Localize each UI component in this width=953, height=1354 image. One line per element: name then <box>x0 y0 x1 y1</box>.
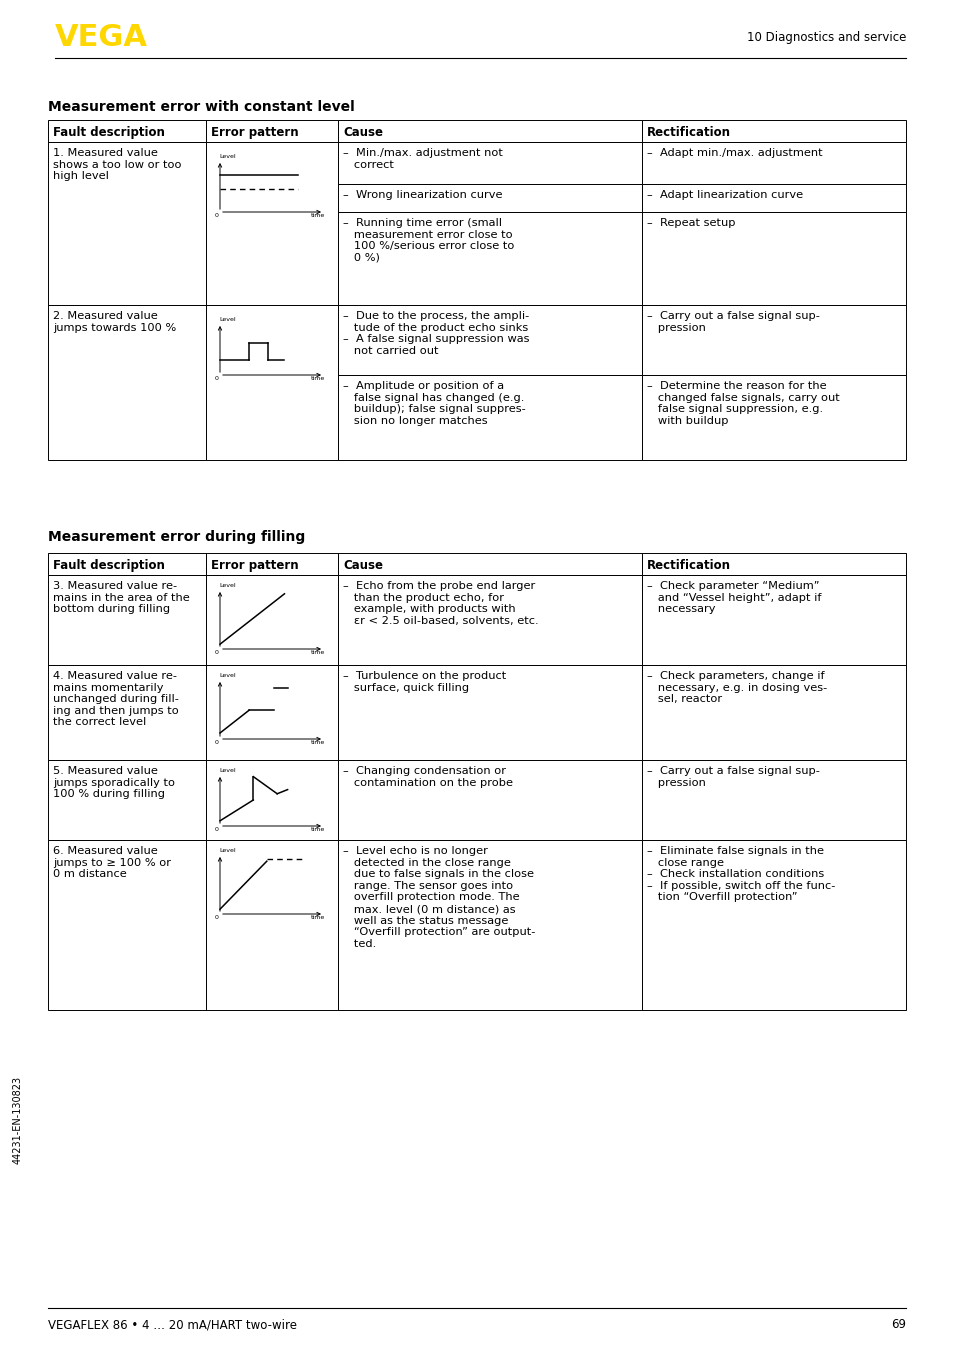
Bar <box>337 760 641 839</box>
Bar <box>337 184 641 213</box>
Bar <box>337 375 641 460</box>
Bar <box>641 839 905 1010</box>
Bar <box>206 121 337 142</box>
Text: time: time <box>311 741 325 745</box>
Text: 4. Measured value re-
mains momentarily
unchanged during fill-
ing and then jump: 4. Measured value re- mains momentarily … <box>53 672 179 727</box>
Text: 6. Measured value
jumps to ≥ 100 % or
0 m distance: 6. Measured value jumps to ≥ 100 % or 0 … <box>53 846 171 879</box>
Text: –  Repeat setup: – Repeat setup <box>646 218 735 227</box>
Bar <box>48 839 206 1010</box>
Text: VEGAFLEX 86 • 4 … 20 mA/HART two-wire: VEGAFLEX 86 • 4 … 20 mA/HART two-wire <box>48 1319 296 1331</box>
Bar <box>48 760 206 839</box>
Text: –  Min./max. adjustment not
   correct: – Min./max. adjustment not correct <box>343 148 502 169</box>
Text: time: time <box>311 376 325 380</box>
Bar <box>206 665 337 760</box>
Text: –  Adapt min./max. adjustment: – Adapt min./max. adjustment <box>646 148 821 158</box>
Bar <box>337 305 641 375</box>
Text: 10 Diagnostics and service: 10 Diagnostics and service <box>746 31 905 45</box>
Text: –  Changing condensation or
   contamination on the probe: – Changing condensation or contamination… <box>343 766 513 788</box>
Text: –  Running time error (small
   measurement error close to
   100 %/serious erro: – Running time error (small measurement … <box>343 218 514 263</box>
Bar <box>337 575 641 665</box>
Text: Level: Level <box>219 848 235 853</box>
Bar <box>206 552 337 575</box>
Text: VEGA: VEGA <box>55 23 148 53</box>
Text: –  Wrong linearization curve: – Wrong linearization curve <box>343 190 502 200</box>
Text: 3. Measured value re-
mains in the area of the
bottom during filling: 3. Measured value re- mains in the area … <box>53 581 190 615</box>
Text: Rectification: Rectification <box>646 559 730 571</box>
Bar <box>337 142 641 184</box>
Text: Level: Level <box>219 317 235 322</box>
Bar <box>641 305 905 375</box>
Text: Measurement error during filling: Measurement error during filling <box>48 529 305 544</box>
Text: 0: 0 <box>214 213 219 218</box>
Text: –  Level echo is no longer
   detected in the close range
   due to false signal: – Level echo is no longer detected in th… <box>343 846 535 949</box>
Text: 0: 0 <box>214 741 219 745</box>
Bar <box>641 760 905 839</box>
Bar <box>641 142 905 184</box>
Text: Cause: Cause <box>343 126 382 139</box>
Text: time: time <box>311 213 325 218</box>
Bar <box>48 142 206 305</box>
Bar <box>337 121 641 142</box>
Bar <box>206 839 337 1010</box>
Text: Level: Level <box>219 673 235 678</box>
Text: 44231-EN-130823: 44231-EN-130823 <box>13 1076 23 1164</box>
Text: Level: Level <box>219 154 235 158</box>
Text: –  Adapt linearization curve: – Adapt linearization curve <box>646 190 802 200</box>
Text: Fault description: Fault description <box>53 126 165 139</box>
Bar <box>641 375 905 460</box>
Text: Level: Level <box>219 584 235 588</box>
Bar <box>641 552 905 575</box>
Bar <box>48 575 206 665</box>
Bar <box>641 575 905 665</box>
Bar <box>206 305 337 460</box>
Text: time: time <box>311 827 325 831</box>
Text: Rectification: Rectification <box>646 126 730 139</box>
Text: –  Echo from the probe end larger
   than the product echo, for
   example, with: – Echo from the probe end larger than th… <box>343 581 538 626</box>
Text: 0: 0 <box>214 827 219 831</box>
Text: 2. Measured value
jumps towards 100 %: 2. Measured value jumps towards 100 % <box>53 311 176 333</box>
Text: 0: 0 <box>214 915 219 919</box>
Bar <box>206 142 337 305</box>
Bar <box>641 121 905 142</box>
Bar <box>337 552 641 575</box>
Text: time: time <box>311 650 325 655</box>
Text: –  Turbulence on the product
   surface, quick filling: – Turbulence on the product surface, qui… <box>343 672 506 693</box>
Text: –  Due to the process, the ampli-
   tude of the product echo sinks
–  A false s: – Due to the process, the ampli- tude of… <box>343 311 529 356</box>
Bar <box>337 839 641 1010</box>
Bar <box>48 121 206 142</box>
Text: Fault description: Fault description <box>53 559 165 571</box>
Text: –  Check parameters, change if
   necessary, e.g. in dosing ves-
   sel, reactor: – Check parameters, change if necessary,… <box>646 672 826 704</box>
Text: Error pattern: Error pattern <box>211 559 298 571</box>
Text: 1. Measured value
shows a too low or too
high level: 1. Measured value shows a too low or too… <box>53 148 181 181</box>
Text: –  Eliminate false signals in the
   close range
–  Check installation condition: – Eliminate false signals in the close r… <box>646 846 835 902</box>
Text: Error pattern: Error pattern <box>211 126 298 139</box>
Text: –  Carry out a false signal sup-
   pression: – Carry out a false signal sup- pression <box>646 766 819 788</box>
Bar <box>337 213 641 305</box>
Bar <box>48 665 206 760</box>
Bar <box>337 665 641 760</box>
Bar <box>641 184 905 213</box>
Text: Cause: Cause <box>343 559 382 571</box>
Bar <box>48 552 206 575</box>
Bar <box>206 760 337 839</box>
Text: Measurement error with constant level: Measurement error with constant level <box>48 100 355 114</box>
Bar <box>641 665 905 760</box>
Bar <box>48 305 206 460</box>
Text: –  Amplitude or position of a
   false signal has changed (e.g.
   buildup); fal: – Amplitude or position of a false signa… <box>343 380 525 425</box>
Text: Level: Level <box>219 768 235 773</box>
Text: 5. Measured value
jumps sporadically to
100 % during filling: 5. Measured value jumps sporadically to … <box>53 766 174 799</box>
Text: time: time <box>311 915 325 919</box>
Text: –  Check parameter “Medium”
   and “Vessel height”, adapt if
   necessary: – Check parameter “Medium” and “Vessel h… <box>646 581 821 615</box>
Text: 69: 69 <box>890 1319 905 1331</box>
Text: –  Carry out a false signal sup-
   pression: – Carry out a false signal sup- pression <box>646 311 819 333</box>
Text: 0: 0 <box>214 650 219 655</box>
Text: 0: 0 <box>214 376 219 380</box>
Text: –  Determine the reason for the
   changed false signals, carry out
   false sig: – Determine the reason for the changed f… <box>646 380 839 425</box>
Bar <box>641 213 905 305</box>
Bar <box>206 575 337 665</box>
